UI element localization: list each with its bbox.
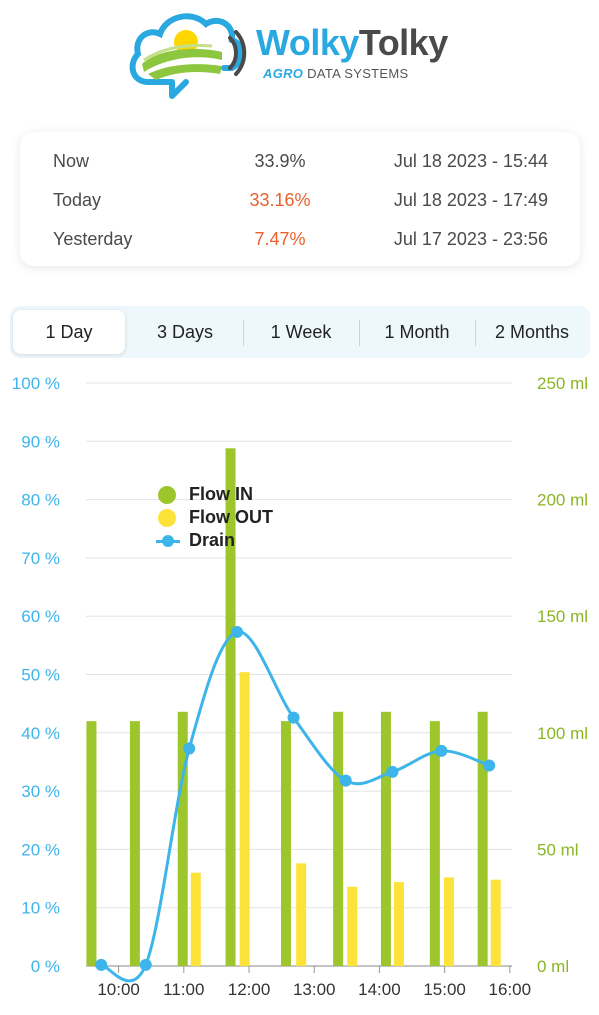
legend-swatch-flow-out xyxy=(158,509,176,527)
tab-1-day[interactable]: 1 Day xyxy=(13,310,125,354)
tab-1-month[interactable]: 1 Month xyxy=(384,322,450,342)
y-left-tick-label: 70 % xyxy=(21,549,60,568)
summary-card: Now 33.9% Jul 18 2023 - 15:44 Today 33.1… xyxy=(20,132,580,266)
legend-swatch-drain xyxy=(156,535,180,547)
drain-point xyxy=(386,765,399,778)
bar-flow-in xyxy=(280,721,291,966)
y-left-tick-label: 80 % xyxy=(21,491,60,510)
y-right-tick-label: 250 ml xyxy=(537,374,588,393)
bar-flow-in xyxy=(333,711,344,966)
bar-flow-in xyxy=(129,721,140,966)
summary-row-today: Today 33.16% Jul 18 2023 - 17:49 xyxy=(20,184,580,214)
y-right-tick-label: 50 ml xyxy=(537,840,579,859)
cloud-field-logo-icon xyxy=(129,13,247,99)
summary-row-now: Now 33.9% Jul 18 2023 - 15:44 xyxy=(20,145,580,175)
summary-label: Yesterday xyxy=(53,229,133,249)
bar-flow-in xyxy=(86,721,97,966)
bar-flow-out xyxy=(490,879,501,966)
bar-flow-in xyxy=(477,711,488,966)
legend-swatch-flow-in xyxy=(158,486,176,504)
summary-value: 33.9% xyxy=(254,151,306,171)
summary-label: Now xyxy=(53,151,90,171)
summary-value: 7.47% xyxy=(254,229,306,249)
drain-point xyxy=(287,711,300,724)
bar-flow-out xyxy=(239,672,250,966)
bar-flow-in xyxy=(177,711,188,966)
brand-tagline-accent: AGRO xyxy=(263,66,304,81)
x-tick-label: 15:00 xyxy=(423,980,466,999)
y-left-tick-label: 30 % xyxy=(21,782,60,801)
summary-value: 33.16% xyxy=(249,190,311,210)
summary-timestamp: Jul 17 2023 - 23:56 xyxy=(393,229,548,249)
y-left-tick-label: 40 % xyxy=(21,724,60,743)
drain-line xyxy=(100,630,490,983)
legend-label: Drain xyxy=(189,530,236,550)
tab-divider xyxy=(243,320,244,346)
bar-flow-in xyxy=(380,711,391,966)
drain-point xyxy=(435,744,448,757)
bar-flow-out xyxy=(393,882,404,966)
drain-point xyxy=(139,958,152,971)
drain-point xyxy=(183,742,196,755)
brand-tagline-rest: DATA SYSTEMS xyxy=(307,66,409,81)
brand-logo: WolkyTolky AGRO DATA SYSTEMS xyxy=(126,8,476,100)
y-right-tick-label: 200 ml xyxy=(537,491,588,510)
tab-2-months[interactable]: 2 Months xyxy=(494,322,570,342)
bar-flow-out xyxy=(443,877,454,966)
flow-drain-chart: 0 % 10 % 20 % 30 % 40 % 50 % 60 % 70 % 80 % 90 % 1… xyxy=(12,374,588,999)
y-left-tick-label: 0 % xyxy=(31,957,60,976)
y-right-tick-label: 150 ml xyxy=(537,607,588,626)
y-left-tick-label: 90 % xyxy=(21,432,60,451)
summary-timestamp: Jul 18 2023 - 17:49 xyxy=(393,190,548,210)
brand-name-part1: Wolky xyxy=(256,22,359,63)
period-tab-bar: 1 Day 3 Days 1 Week 1 Month 2 Months xyxy=(10,306,590,358)
summary-label: Today xyxy=(53,190,102,210)
brand-name-part2: Tolky xyxy=(358,22,448,63)
x-tick-label: 14:00 xyxy=(358,980,401,999)
legend-label: Flow OUT xyxy=(189,507,273,527)
y-right-tick-label: 100 ml xyxy=(537,724,588,743)
drain-point xyxy=(95,958,108,971)
brand-name: WolkyTolky xyxy=(256,22,448,64)
x-tick-label: 16:00 xyxy=(489,980,532,999)
summary-row-yesterday: Yesterday 7.47% Jul 17 2023 - 23:56 xyxy=(20,223,580,253)
tab-divider xyxy=(359,320,360,346)
x-tick-label: 13:00 xyxy=(293,980,336,999)
tab-divider xyxy=(475,320,476,346)
tab-3-days[interactable]: 3 Days xyxy=(156,322,214,342)
y-left-tick-label: 20 % xyxy=(21,840,60,859)
y-left-tick-label: 100 % xyxy=(12,374,60,393)
y-left-tick-label: 50 % xyxy=(21,666,60,685)
bar-flow-in xyxy=(429,721,440,966)
x-tick-label: 10:00 xyxy=(97,980,140,999)
summary-timestamp: Jul 18 2023 - 15:44 xyxy=(393,151,548,171)
x-tick-label: 11:00 xyxy=(163,980,204,999)
drain-point xyxy=(231,625,244,638)
drain-point xyxy=(483,759,496,772)
legend-label: Flow IN xyxy=(189,484,253,504)
brand-tagline: AGRO DATA SYSTEMS xyxy=(263,66,409,81)
drain-point xyxy=(339,774,352,787)
bar-flow-out xyxy=(347,886,358,966)
y-left-tick-label: 60 % xyxy=(21,607,60,626)
y-left-tick-label: 10 % xyxy=(21,899,60,918)
bar-flow-in xyxy=(225,448,236,966)
bar-flow-out xyxy=(190,872,201,966)
tab-1-week[interactable]: 1 Week xyxy=(270,322,332,342)
y-right-tick-label: 0 ml xyxy=(537,957,569,976)
bar-flow-out xyxy=(296,863,307,966)
x-tick-label: 12:00 xyxy=(228,980,271,999)
